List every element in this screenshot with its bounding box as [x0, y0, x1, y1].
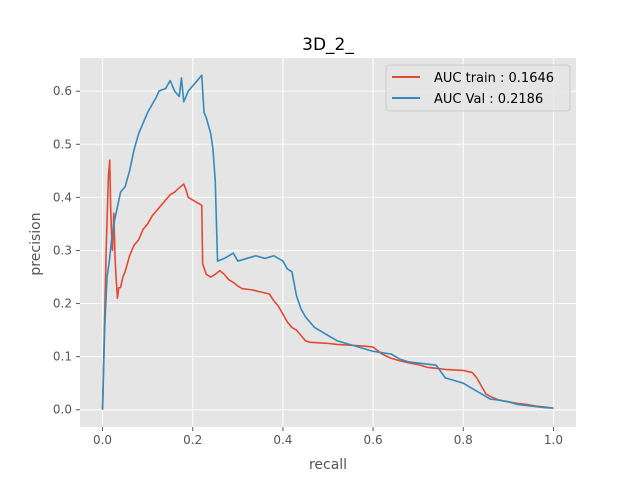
- legend-label-1: AUC train : 0.1646: [434, 71, 554, 86]
- y-tick-label: 0.1: [53, 350, 72, 364]
- x-axis-label: recall: [309, 457, 347, 473]
- y-tick-label: 0.4: [53, 190, 72, 204]
- x-axis-ticks: 0.0 0.2 0.4 0.6 0.8 1.0: [93, 427, 563, 447]
- series-line-2: [101, 74, 554, 410]
- y-tick-label: 0.3: [53, 243, 72, 257]
- y-tick-label: 0.0: [53, 403, 72, 417]
- x-tick-label: 0.6: [364, 433, 383, 447]
- y-axis-ticks: 0.0 0.1 0.2 0.3 0.4 0.5 0.6: [53, 84, 80, 417]
- x-tick-label: 0.4: [273, 433, 292, 447]
- series-layer: [101, 74, 554, 410]
- series-line-1: [101, 159, 554, 410]
- x-tick-label: 1.0: [544, 433, 563, 447]
- x-tick-label: 0.2: [183, 433, 202, 447]
- legend-frame: [385, 64, 571, 112]
- legend: AUC train : 0.1646 AUC Val : 0.2186: [385, 64, 571, 112]
- y-tick-label: 0.2: [53, 297, 72, 311]
- y-axis-label: precision: [28, 212, 44, 275]
- plot-area: [80, 58, 576, 427]
- legend-label-2: AUC Val : 0.2186: [434, 92, 543, 107]
- chart-title: 3D_2_: [302, 35, 354, 55]
- x-tick-label: 0.8: [454, 433, 473, 447]
- y-tick-label: 0.5: [53, 137, 72, 151]
- y-tick-label: 0.6: [53, 84, 72, 98]
- x-tick-label: 0.0: [93, 433, 112, 447]
